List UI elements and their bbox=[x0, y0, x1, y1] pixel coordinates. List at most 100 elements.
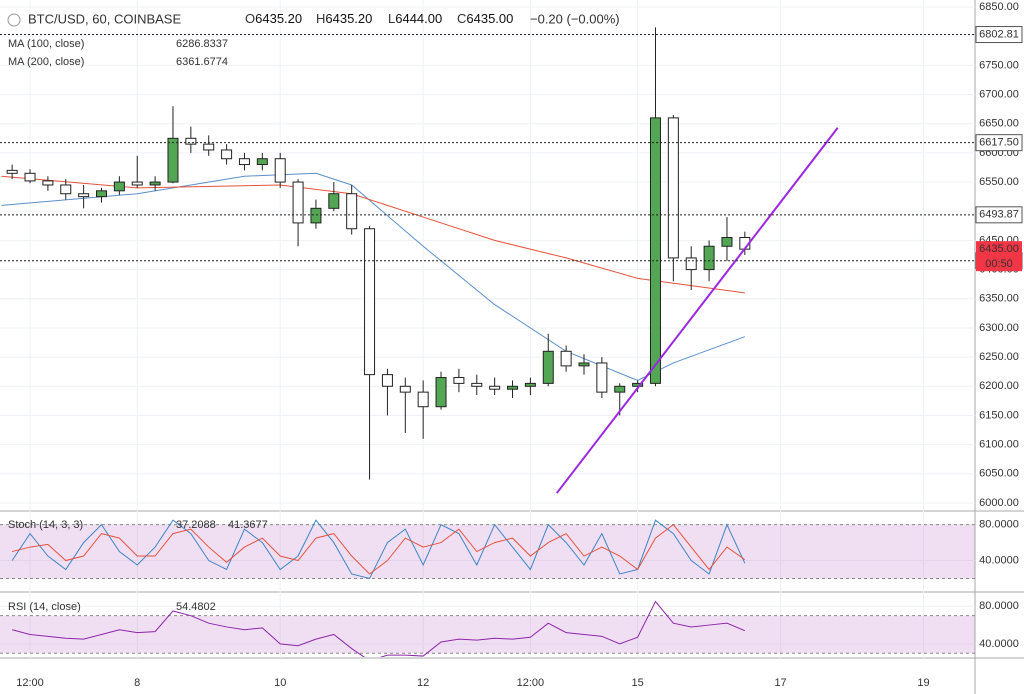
y-tick-label: 6550.00 bbox=[979, 176, 1019, 188]
candle-body bbox=[685, 257, 697, 271]
price-label-box bbox=[975, 26, 1023, 44]
y-tick-label: 6100.00 bbox=[979, 439, 1019, 451]
candle-body bbox=[221, 149, 233, 160]
candle-body bbox=[328, 193, 340, 209]
candle-body bbox=[203, 143, 215, 151]
candle-body bbox=[78, 193, 90, 198]
x-tick-label: 8 bbox=[134, 677, 140, 689]
candle-body bbox=[542, 350, 554, 384]
legends: BTC/USD, 60, COINBASE O6435.20 H6435.20 L64… bbox=[7, 11, 620, 613]
candle-body bbox=[489, 385, 501, 390]
candle-body bbox=[274, 158, 286, 183]
study-value: 37.2088 bbox=[176, 519, 216, 531]
candle-body bbox=[453, 377, 465, 384]
y-tick-label: 6650.00 bbox=[979, 118, 1019, 130]
ohlc-value: 6435.20 bbox=[255, 11, 302, 26]
grid bbox=[0, 0, 975, 658]
ohlc-key: L bbox=[388, 11, 395, 26]
last-price-box bbox=[976, 241, 1022, 272]
candle-body bbox=[721, 236, 733, 247]
candle-body bbox=[614, 385, 626, 393]
axes: 12:00 8 10 12 12:00 15 17 19 6000.00 6050.00 6100.… bbox=[16, 1, 1023, 689]
study-value: 41.3677 bbox=[228, 519, 268, 531]
y-tick-label: 6300.00 bbox=[979, 322, 1019, 334]
candle-body bbox=[256, 158, 268, 166]
candle-body bbox=[596, 362, 608, 393]
ohlc-value: 6435.20 bbox=[325, 11, 372, 26]
candle-body bbox=[149, 181, 161, 186]
indicator-line bbox=[12, 600, 746, 657]
ohlc-item: H6435.20 bbox=[316, 11, 372, 26]
price-label: 6493.87 bbox=[979, 209, 1019, 221]
candle-body bbox=[399, 385, 411, 393]
y-tick-label: 80.0000 bbox=[979, 600, 1019, 612]
candle-body bbox=[238, 158, 250, 166]
trendline bbox=[556, 127, 839, 494]
y-tick-label: 6750.00 bbox=[979, 59, 1019, 71]
x-tick-label: 10 bbox=[274, 677, 286, 689]
ohlc-key: H bbox=[316, 11, 325, 26]
countdown: 00:50 bbox=[985, 258, 1013, 270]
y-tick-label: 6700.00 bbox=[979, 88, 1019, 100]
candle-body bbox=[131, 181, 143, 186]
band bbox=[0, 524, 975, 579]
candle-body bbox=[113, 181, 125, 192]
change: −0.20 (−0.00%) bbox=[530, 11, 620, 26]
y-tick-label: 6850.00 bbox=[979, 1, 1019, 13]
candle-body bbox=[649, 117, 661, 384]
ohlc-item: L6444.00 bbox=[388, 11, 442, 26]
price-label-box bbox=[975, 134, 1023, 152]
study-name: RSI (14, close) bbox=[8, 601, 81, 613]
x-tick-label: 12 bbox=[417, 677, 429, 689]
y-tick-label: 40.0000 bbox=[979, 554, 1019, 566]
candle-body bbox=[60, 184, 72, 195]
y-tick-label: 6250.00 bbox=[979, 351, 1019, 363]
candle-body bbox=[417, 391, 429, 408]
x-tick-label: 19 bbox=[917, 677, 929, 689]
candle-body bbox=[667, 117, 679, 259]
y-tick-label: 6050.00 bbox=[979, 468, 1019, 480]
x-tick-label: 12:00 bbox=[517, 677, 545, 689]
candle-body bbox=[185, 137, 197, 145]
ohlc-key: C bbox=[457, 11, 466, 26]
candle-body bbox=[703, 245, 715, 271]
candle-body bbox=[310, 207, 322, 224]
indicator-line bbox=[11, 519, 746, 580]
candle-body bbox=[632, 382, 644, 387]
y-tick-label: 6150.00 bbox=[979, 409, 1019, 421]
candle-body bbox=[524, 382, 536, 387]
symbol-icon bbox=[7, 13, 21, 27]
candle-body bbox=[292, 181, 304, 224]
stoch-pane bbox=[0, 519, 975, 580]
candle-body bbox=[346, 193, 358, 230]
candle-body bbox=[560, 350, 572, 367]
study-name: MA (100, close) bbox=[8, 38, 84, 50]
ma-line bbox=[1, 175, 745, 294]
price-label: 6802.81 bbox=[979, 28, 1019, 40]
study-value: 54.4802 bbox=[176, 601, 216, 613]
study-value: 6286.8337 bbox=[176, 38, 228, 50]
ohlc-value: 6444.00 bbox=[395, 11, 442, 26]
main-pane bbox=[0, 27, 975, 494]
last-price: 6435.00 bbox=[979, 243, 1019, 255]
ohlc-value: 6435.00 bbox=[466, 11, 513, 26]
candle-body bbox=[96, 190, 108, 198]
y-tick-label: 6200.00 bbox=[979, 380, 1019, 392]
candle-body bbox=[381, 374, 393, 387]
price-label: 6617.50 bbox=[979, 137, 1019, 149]
x-tick-label: 15 bbox=[631, 677, 643, 689]
candle-body bbox=[24, 172, 36, 182]
candle-body bbox=[167, 137, 179, 183]
ohlc-item: C6435.00 bbox=[457, 11, 513, 26]
y-tick-label: 6350.00 bbox=[979, 293, 1019, 305]
ohlc-key: O bbox=[245, 11, 255, 26]
rsi-pane bbox=[0, 600, 975, 657]
candle-body bbox=[578, 362, 590, 367]
y-tick-label: 80.0000 bbox=[979, 519, 1019, 531]
y-tick-label: 40.0000 bbox=[979, 638, 1019, 650]
x-tick-label: 17 bbox=[774, 677, 786, 689]
study-name: Stoch (14, 3, 3) bbox=[8, 519, 83, 531]
ma-line bbox=[1, 172, 746, 382]
